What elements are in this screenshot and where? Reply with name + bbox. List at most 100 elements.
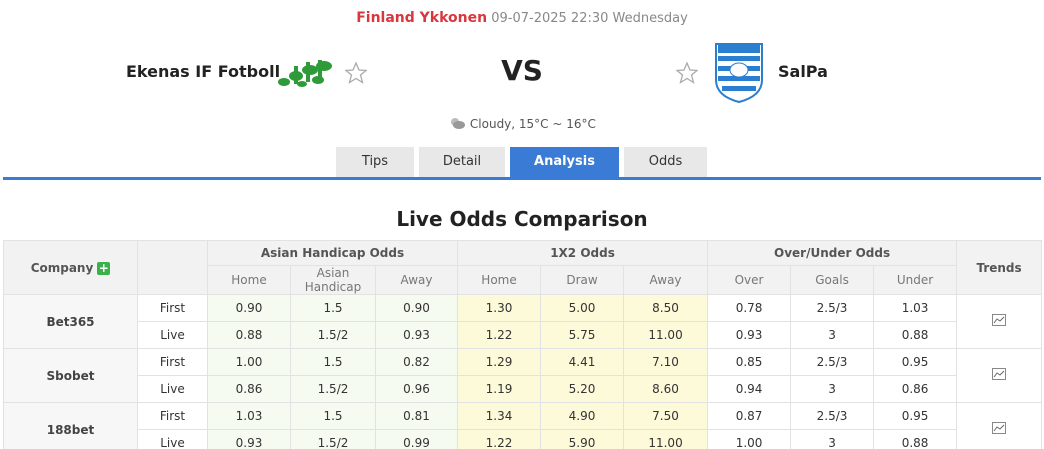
odds-value: 1.34 [457,402,542,430]
odds-value: 0.87 [707,402,792,430]
home-logo [278,60,332,87]
odds-value: 4.41 [540,348,625,376]
away-team: SalPa [778,62,828,81]
odds-value: 1.5 [290,294,376,322]
odds-value: 11.00 [623,321,709,349]
tab-underline [3,177,1041,180]
line-label: Live [137,321,208,349]
section-title: Live Odds Comparison [396,207,648,231]
odds-value: 1.22 [457,321,542,349]
odds-value: 5.00 [540,294,625,322]
odds-value: 0.90 [207,294,291,322]
company: 188bet [3,402,138,449]
odds-value: 0.81 [374,402,459,430]
trends-cell [956,402,1043,449]
odds-row: Live 0.86 1.5/2 0.96 1.19 5.20 8.60 0.94 3 0.86 [4,375,1042,403]
odds-value: 7.50 [623,402,709,430]
odds-value: 11.00 [623,429,709,449]
favorite-star[interactable] [676,62,698,84]
odds-value: 0.93 [207,429,291,449]
odds-value: 0.99 [374,429,459,449]
company: Bet365 [3,294,138,349]
odds-value: 3 [790,429,875,449]
odds-value: 2.5/3 [790,294,875,322]
line-label: Live [137,375,208,403]
tabs: Tips Detail Analysis Odds [336,147,707,177]
odds-row: Sbobet First 1.00 1.5 0.82 1.29 4.41 7.10 0.85 2.… [3,348,1043,403]
match-info: Finland Ykkonen 09-07-2025 22:30 Wednesd… [0,10,1044,26]
sub-header: Asian Handicap [290,265,376,295]
odds-value: 2.5/3 [790,348,875,376]
odds-value: 0.93 [707,321,792,349]
odds-value: 1.5/2 [290,321,376,349]
odds-value: 0.86 [207,375,291,403]
company-label: Company [30,260,94,275]
away-logo [715,43,763,104]
odds-value: 0.94 [707,375,792,403]
weather-text: Cloudy, 15°C ~ 16°C [469,117,596,131]
odds-value: 0.82 [374,348,459,376]
odds-value: 0.88 [207,321,291,349]
group-header: 1X2 Odds [457,240,709,266]
sub-header: Away [623,265,709,295]
add-company[interactable]: + [97,260,111,275]
tab[interactable]: Analysis [510,147,619,177]
line-label: First [137,402,208,430]
trends-icon[interactable] [992,422,1007,434]
odds-value: 5.75 [540,321,625,349]
odds-value: 1.19 [457,375,542,403]
odds-row: Bet365 First 0.90 1.5 0.90 1.30 5.00 8.50 0.78 2.… [3,294,1043,349]
datetime: 09-07-2025 22:30 Wednesday [491,11,688,26]
odds-value: 1.5/2 [290,375,376,403]
odds-row: 188bet First 1.03 1.5 0.81 1.34 4.90 7.50 0.87 2.… [3,402,1043,449]
trends-icon[interactable] [992,368,1007,380]
odds-value: 1.5 [290,348,376,376]
blank-header [137,240,208,295]
sub-header: Over [707,265,792,295]
tab[interactable]: Tips [336,147,414,177]
trends-cell [956,294,1043,349]
sub-header: Under [873,265,958,295]
odds-value: 1.00 [207,348,291,376]
odds-value: 3 [790,375,875,403]
odds-value: 3 [790,321,875,349]
odds-value: 1.00 [707,429,792,449]
odds-table: Company + Asian Handicap Odds 1X2 Odds Over/… [3,240,1043,449]
tab[interactable]: Odds [624,147,707,177]
group-header: Asian Handicap Odds [206,240,459,266]
trends-icon[interactable] [992,314,1007,326]
odds-value: 1.5 [290,402,376,430]
odds-value: 0.90 [374,294,459,322]
odds-value: 0.95 [873,402,958,430]
vs: VS [501,54,543,87]
home-team: Ekenas IF Fotboll [126,62,281,81]
odds-value: 1.29 [457,348,542,376]
odds-value: 0.96 [374,375,459,403]
odds-row: Live 0.88 1.5/2 0.93 1.22 5.75 11.00 0.93 3 0.88 [4,321,1042,349]
odds-value: 8.60 [623,375,709,403]
line-label: First [137,348,208,376]
odds-value: 0.85 [707,348,792,376]
favorite-star[interactable] [345,62,367,84]
league: Finland Ykkonen [356,10,488,26]
company: Sbobet [3,348,138,403]
odds-value: 2.5/3 [790,402,875,430]
odds-value: 1.03 [207,402,291,430]
weather: Cloudy, 15°C ~ 16°C [0,116,1044,131]
odds-value: 1.30 [457,294,542,322]
odds-value: 1.22 [457,429,542,449]
trends-cell [956,348,1043,403]
odds-value: 1.03 [873,294,958,322]
odds-value: 1.5/2 [290,429,376,449]
trends-header: Trends [956,240,1043,295]
odds-value: 0.86 [873,375,958,403]
sub-header: Away [374,265,459,295]
odds-value: 5.20 [540,375,625,403]
odds-value: 7.10 [623,348,709,376]
line-label: Live [137,429,208,449]
line-label: First [137,294,208,322]
tab[interactable]: Detail [419,147,505,177]
odds-value: 0.88 [873,321,958,349]
odds-value: 5.90 [540,429,625,449]
